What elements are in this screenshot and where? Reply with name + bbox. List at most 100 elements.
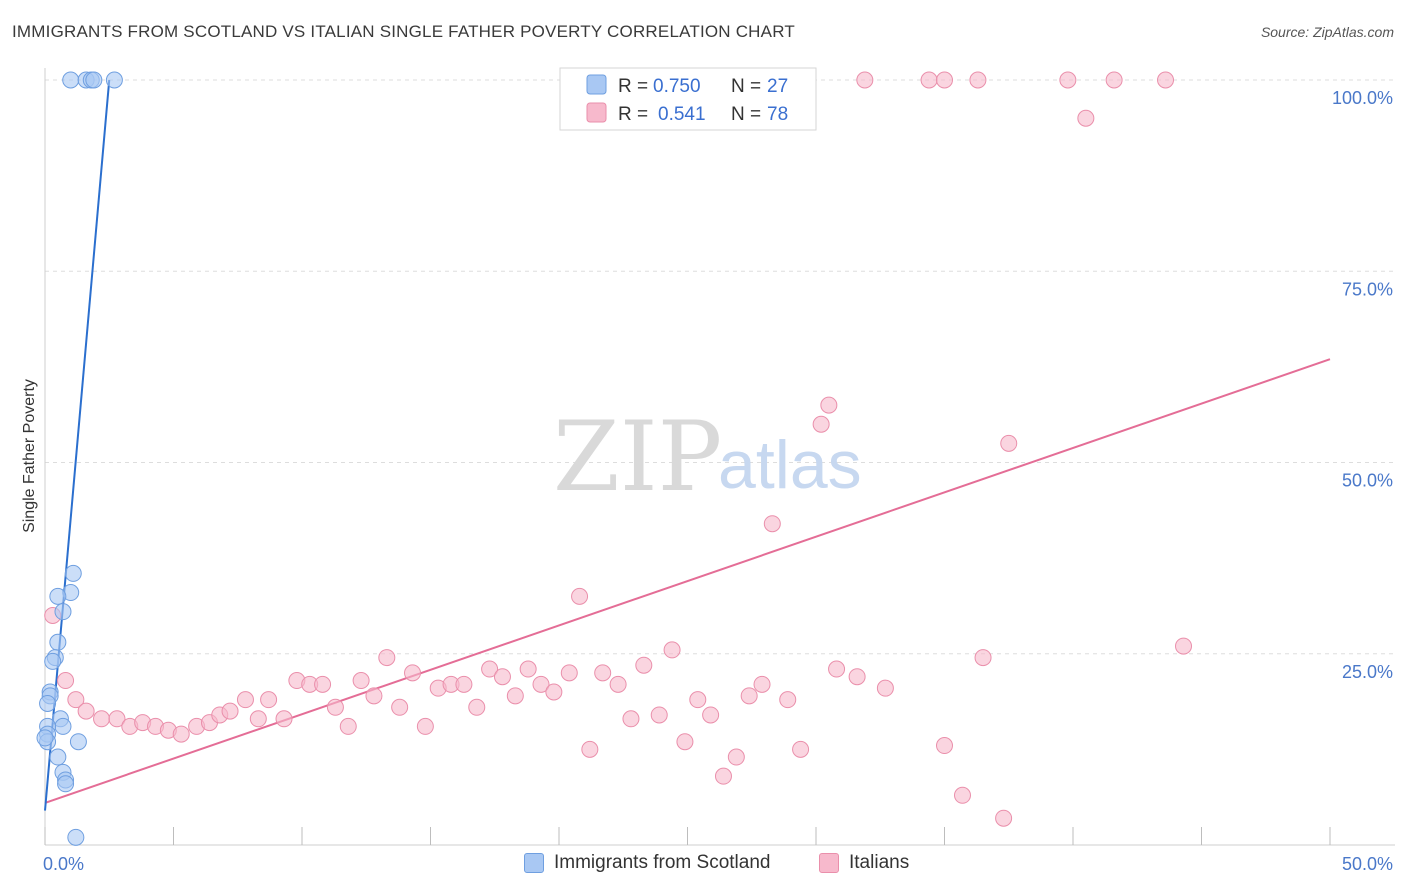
legend-n-label-scotland: N = — [731, 76, 761, 97]
point-scotland-16 — [54, 717, 72, 735]
point-italians-54 — [740, 687, 758, 705]
point-italians-2 — [67, 691, 85, 709]
point-italians-50 — [689, 691, 707, 709]
series-legend-swatch-scotland — [524, 853, 544, 873]
point-italians-40 — [560, 664, 578, 682]
point-italians-5 — [108, 710, 126, 728]
point-italians-49 — [676, 733, 694, 751]
legend-r-value-scotland: 0.750 — [653, 76, 701, 97]
legend-swatch-italians — [586, 102, 607, 123]
point-italians-65 — [953, 786, 971, 804]
point-scotland-21 — [49, 748, 67, 766]
point-scotland-14 — [39, 694, 57, 712]
trend-line-italians — [44, 358, 1331, 804]
point-italians-55 — [753, 675, 771, 693]
series-legend-label-italians: Italians — [849, 852, 910, 873]
point-italians-14 — [221, 702, 239, 720]
point-italians-77 — [1077, 109, 1095, 127]
point-italians-42 — [581, 740, 599, 758]
point-italians-51 — [702, 706, 720, 724]
series-legend-scotland: Immigrants from Scotland — [524, 852, 770, 874]
point-italians-74 — [1059, 71, 1077, 89]
point-italians-48 — [663, 641, 681, 659]
x-tick-label-min: 0.0% — [43, 854, 84, 874]
point-italians-69 — [1175, 637, 1193, 655]
point-italians-29 — [416, 717, 434, 735]
point-italians-16 — [249, 710, 267, 728]
point-italians-58 — [792, 740, 810, 758]
point-italians-52 — [714, 767, 732, 785]
point-italians-57 — [779, 691, 797, 709]
point-italians-38 — [532, 675, 550, 693]
point-italians-59 — [812, 415, 830, 433]
point-italians-47 — [650, 706, 668, 724]
point-italians-3 — [77, 702, 95, 720]
point-scotland-24 — [57, 775, 75, 793]
series-legend-italians: Italians — [819, 852, 909, 874]
point-scotland-26 — [36, 729, 54, 747]
point-italians-35 — [493, 668, 511, 686]
y-tick-label-3: 100.0% — [1332, 88, 1393, 108]
point-italians-17 — [260, 691, 278, 709]
point-scotland-8 — [54, 603, 72, 621]
point-italians-25 — [365, 687, 383, 705]
legend-r-value-italians: 0.541 — [658, 104, 706, 125]
legend-n-label-italians: N = — [731, 104, 761, 125]
point-italians-44 — [609, 675, 627, 693]
point-italians-72 — [936, 71, 953, 89]
grid — [45, 79, 1395, 655]
legend-r-label-scotland: R = — [618, 76, 648, 97]
y-axis-label: Single Father Poverty — [21, 379, 38, 533]
point-italians-1 — [57, 672, 75, 690]
axes — [44, 68, 1395, 846]
tick-labels: 25.0% 50.0% 75.0% 100.0% 0.0% 50.0% — [43, 88, 1393, 874]
point-italians-64 — [936, 737, 953, 755]
point-italians-4 — [93, 710, 111, 728]
point-scotland-25 — [67, 828, 85, 846]
point-italians-66 — [974, 649, 992, 667]
series-legend-swatch-italians — [819, 853, 839, 873]
point-italians-39 — [545, 683, 563, 701]
point-scotland-11 — [44, 652, 62, 670]
y-tick-label-0: 25.0% — [1342, 662, 1393, 682]
legend-r-label-italians: R = — [618, 104, 648, 125]
point-scotland-0 — [62, 71, 80, 89]
point-italians-60 — [820, 396, 838, 414]
point-italians-67 — [995, 809, 1013, 827]
legend-swatch-scotland — [586, 74, 607, 95]
point-scotland-7 — [49, 587, 67, 605]
point-italians-62 — [848, 668, 866, 686]
point-italians-26 — [378, 649, 396, 667]
point-italians-22 — [326, 698, 344, 716]
point-italians-56 — [763, 515, 781, 533]
chart-title: IMMIGRANTS FROM SCOTLAND VS ITALIAN SING… — [12, 22, 795, 41]
point-italians-34 — [481, 660, 499, 678]
point-italians-10 — [172, 725, 190, 743]
point-scotland-4 — [105, 71, 123, 89]
series-legend: Immigrants from Scotland Italians — [0, 852, 1406, 878]
point-italians-41 — [571, 587, 589, 605]
point-scotland-3 — [85, 71, 103, 89]
point-italians-33 — [468, 698, 486, 716]
data-points — [36, 71, 1193, 846]
point-italians-45 — [622, 710, 640, 728]
point-italians-75 — [1105, 71, 1123, 89]
legend-n-value-italians: 78 — [767, 104, 788, 125]
point-italians-23 — [339, 717, 357, 735]
point-italians-15 — [236, 691, 254, 709]
series-legend-label-scotland: Immigrants from Scotland — [554, 852, 771, 873]
legend: R = 0.750 N = 27 R = 0.541 N = 78 — [559, 67, 817, 131]
x-tick-label-max: 50.0% — [1342, 854, 1393, 874]
point-italians-27 — [391, 698, 409, 716]
point-italians-32 — [455, 675, 473, 693]
point-italians-68 — [1000, 434, 1018, 452]
point-italians-63 — [876, 679, 894, 697]
point-italians-21 — [314, 675, 332, 693]
legend-n-value-scotland: 27 — [767, 76, 788, 97]
point-italians-71 — [920, 71, 938, 89]
point-italians-18 — [275, 710, 293, 728]
point-italians-61 — [828, 660, 846, 678]
point-scotland-19 — [69, 733, 87, 751]
y-tick-label-1: 50.0% — [1342, 471, 1393, 491]
